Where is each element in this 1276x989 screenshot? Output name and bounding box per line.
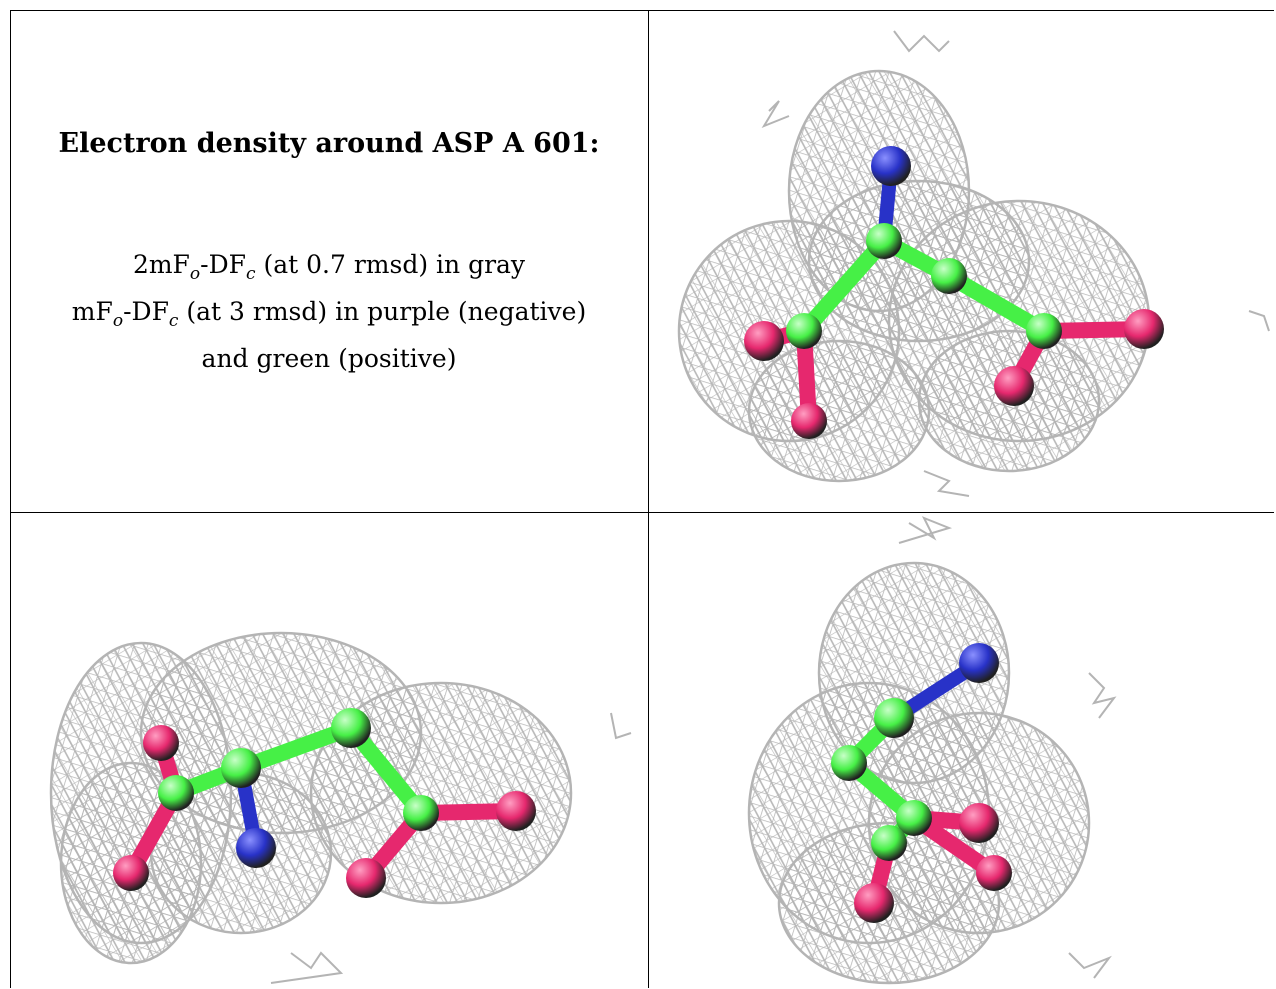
caption-cell: Electron density around ASP A 601: 2mFo-…	[10, 10, 648, 512]
oxygen-atom	[959, 803, 999, 843]
density-render-bottom-right	[649, 513, 1274, 988]
oxygen-atom	[113, 855, 149, 891]
nitrogen-atom	[871, 146, 911, 186]
carbon-atom	[221, 748, 261, 788]
density-fragment	[1069, 953, 1109, 978]
carbon-atom	[403, 795, 439, 831]
carbon-atom	[831, 745, 867, 781]
density-fragment	[1249, 311, 1269, 331]
legend-line-green: and green (positive)	[10, 340, 648, 378]
density-fragment	[924, 471, 969, 496]
carbon-atom	[871, 825, 907, 861]
oxygen-atom	[791, 403, 827, 439]
figure-grid: Electron density around ASP A 601: 2mFo-…	[10, 10, 1274, 988]
carbon-atom	[866, 223, 902, 259]
view-bottom-right	[649, 513, 1274, 988]
view-top-right	[649, 11, 1274, 512]
carbon-atom	[931, 258, 967, 294]
density-render-top-right	[649, 11, 1274, 512]
oxygen-atom	[854, 883, 894, 923]
oxygen-atom	[976, 855, 1012, 891]
density-mesh	[51, 633, 571, 963]
carbon-atom	[331, 708, 371, 748]
carbon-atom	[1026, 313, 1062, 349]
oxygen-atom	[346, 858, 386, 898]
density-fragment	[271, 953, 341, 983]
density-fragment	[764, 101, 789, 126]
oxygen-atom	[143, 725, 179, 761]
oxygen-atom	[1124, 309, 1164, 349]
density-mesh	[749, 563, 1089, 983]
nitrogen-atom	[959, 643, 999, 683]
view-bottom-left	[11, 513, 648, 988]
carbon-atom	[786, 313, 822, 349]
density-fragment	[1089, 673, 1114, 718]
density-render-bottom-left	[11, 513, 648, 988]
nitrogen-atom	[236, 828, 276, 868]
oxygen-atom	[744, 321, 784, 361]
oxygen-atom	[496, 791, 536, 831]
oxygen-atom	[994, 366, 1034, 406]
density-fragment	[611, 713, 631, 738]
legend-line-2fo-fc: 2mFo-DFc (at 0.7 rmsd) in gray	[10, 246, 648, 293]
density-fragment	[899, 518, 949, 543]
density-fragment	[894, 31, 949, 51]
density-mesh	[679, 71, 1149, 481]
legend-text: 2mFo-DFc (at 0.7 rmsd) in gray mFo-DFc (…	[10, 246, 648, 378]
figure-title: Electron density around ASP A 601:	[10, 128, 648, 159]
legend-line-fo-fc: mFo-DFc (at 3 rmsd) in purple (negative)	[10, 293, 648, 340]
carbon-atom	[874, 698, 914, 738]
carbon-atom	[158, 775, 194, 811]
